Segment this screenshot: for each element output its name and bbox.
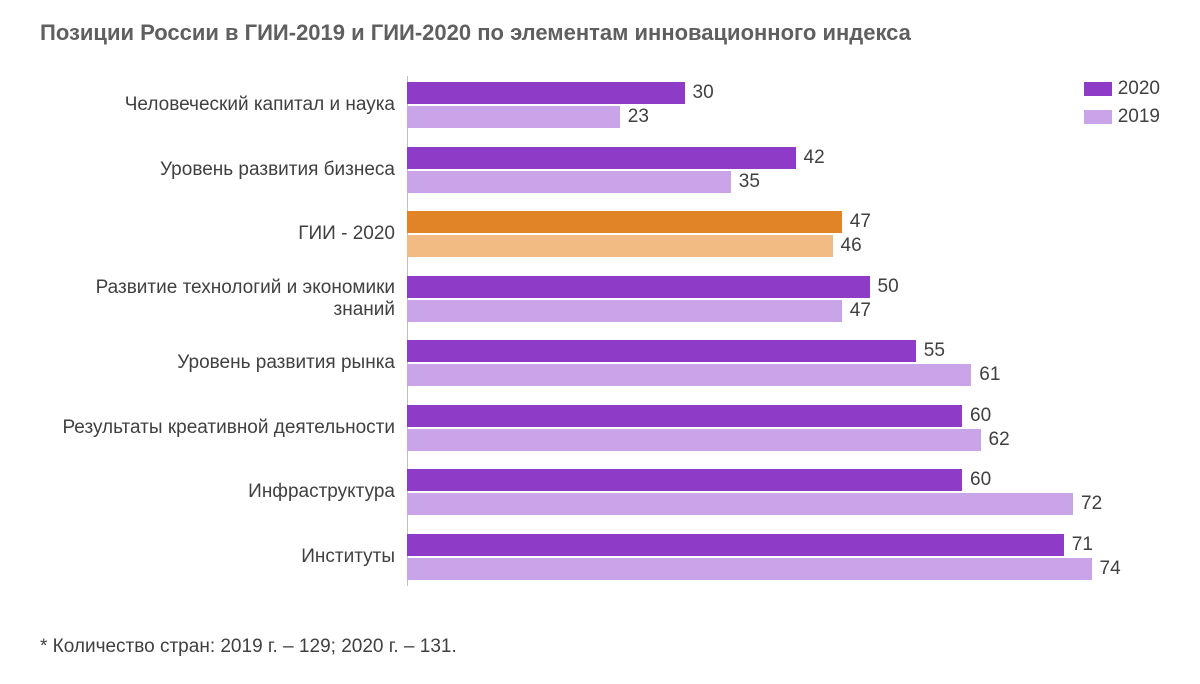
category-label: Уровень развития бизнеса (40, 159, 407, 181)
bar-2020: 30 (407, 82, 685, 104)
bar-value-2020: 50 (878, 276, 899, 298)
bar-2020: 50 (407, 276, 870, 298)
bar-value-2019: 74 (1100, 558, 1121, 580)
category-label: Развитие технологий и экономики знаний (40, 277, 407, 321)
bar-value-2020: 71 (1072, 534, 1093, 556)
bar-2019: 62 (407, 429, 981, 451)
bar-2020: 60 (407, 469, 962, 491)
chart-row: Уровень развития бизнеса4235 (40, 141, 1160, 199)
bar-value-2019: 62 (989, 429, 1010, 451)
chart-rows: Человеческий капитал и наука3023Уровень … (40, 76, 1160, 586)
bar-2019: 72 (407, 493, 1073, 515)
chart-row: ГИИ - 20204746 (40, 205, 1160, 263)
category-label: Уровень развития рынка (40, 352, 407, 374)
bars-cell: 4746 (407, 205, 1160, 263)
bar-value-2019: 47 (850, 300, 871, 322)
category-label: Инфраструктура (40, 481, 407, 503)
bar-2020: 42 (407, 147, 796, 169)
bar-2019: 35 (407, 171, 731, 193)
chart-row: Человеческий капитал и наука3023 (40, 76, 1160, 134)
bar-value-2020: 60 (970, 469, 991, 491)
bar-2019: 47 (407, 300, 842, 322)
bar-value-2020: 55 (924, 340, 945, 362)
legend-swatch (1084, 110, 1112, 124)
bar-2019: 61 (407, 364, 971, 386)
bar-2019: 23 (407, 106, 620, 128)
bars-cell: 5047 (407, 270, 1160, 328)
bar-2020: 71 (407, 534, 1064, 556)
category-label: Человеческий капитал и наука (40, 94, 407, 116)
chart-container: Позиции России в ГИИ-2019 и ГИИ-2020 по … (0, 0, 1200, 684)
chart-row: Институты7174 (40, 528, 1160, 586)
chart-row: Уровень развития рынка5561 (40, 334, 1160, 392)
plot-area: Человеческий капитал и наука3023Уровень … (40, 76, 1160, 626)
bar-2019: 46 (407, 235, 833, 257)
chart-title: Позиции России в ГИИ-2019 и ГИИ-2020 по … (40, 20, 1160, 46)
bar-value-2019: 23 (628, 106, 649, 128)
bar-value-2020: 42 (804, 147, 825, 169)
bars-cell: 4235 (407, 141, 1160, 199)
bar-value-2019: 72 (1081, 493, 1102, 515)
legend-item: 2020 (1084, 78, 1160, 100)
bars-cell: 3023 (407, 76, 1160, 134)
bar-value-2020: 60 (970, 405, 991, 427)
chart-row: Результаты креативной деятельности6062 (40, 399, 1160, 457)
legend-label: 2019 (1118, 106, 1160, 128)
bar-value-2020: 47 (850, 211, 871, 233)
legend-label: 2020 (1118, 78, 1160, 100)
category-label: ГИИ - 2020 (40, 223, 407, 245)
bars-cell: 6072 (407, 463, 1160, 521)
chart-row: Инфраструктура6072 (40, 463, 1160, 521)
bar-value-2019: 61 (979, 364, 1000, 386)
bars-cell: 6062 (407, 399, 1160, 457)
bar-2020: 60 (407, 405, 962, 427)
bars-cell: 7174 (407, 528, 1160, 586)
chart-row: Развитие технологий и экономики знаний50… (40, 270, 1160, 328)
bar-value-2020: 30 (693, 82, 714, 104)
bar-2019: 74 (407, 558, 1092, 580)
bar-value-2019: 46 (841, 235, 862, 257)
category-label: Результаты креативной деятельности (40, 417, 407, 439)
bars-cell: 5561 (407, 334, 1160, 392)
footnote: * Количество стран: 2019 г. – 129; 2020 … (40, 636, 1160, 658)
legend-item: 2019 (1084, 106, 1160, 128)
bar-value-2019: 35 (739, 171, 760, 193)
bar-2020: 47 (407, 211, 842, 233)
legend: 2020 2019 (1084, 78, 1160, 134)
legend-swatch (1084, 82, 1112, 96)
category-label: Институты (40, 546, 407, 568)
bar-2020: 55 (407, 340, 916, 362)
